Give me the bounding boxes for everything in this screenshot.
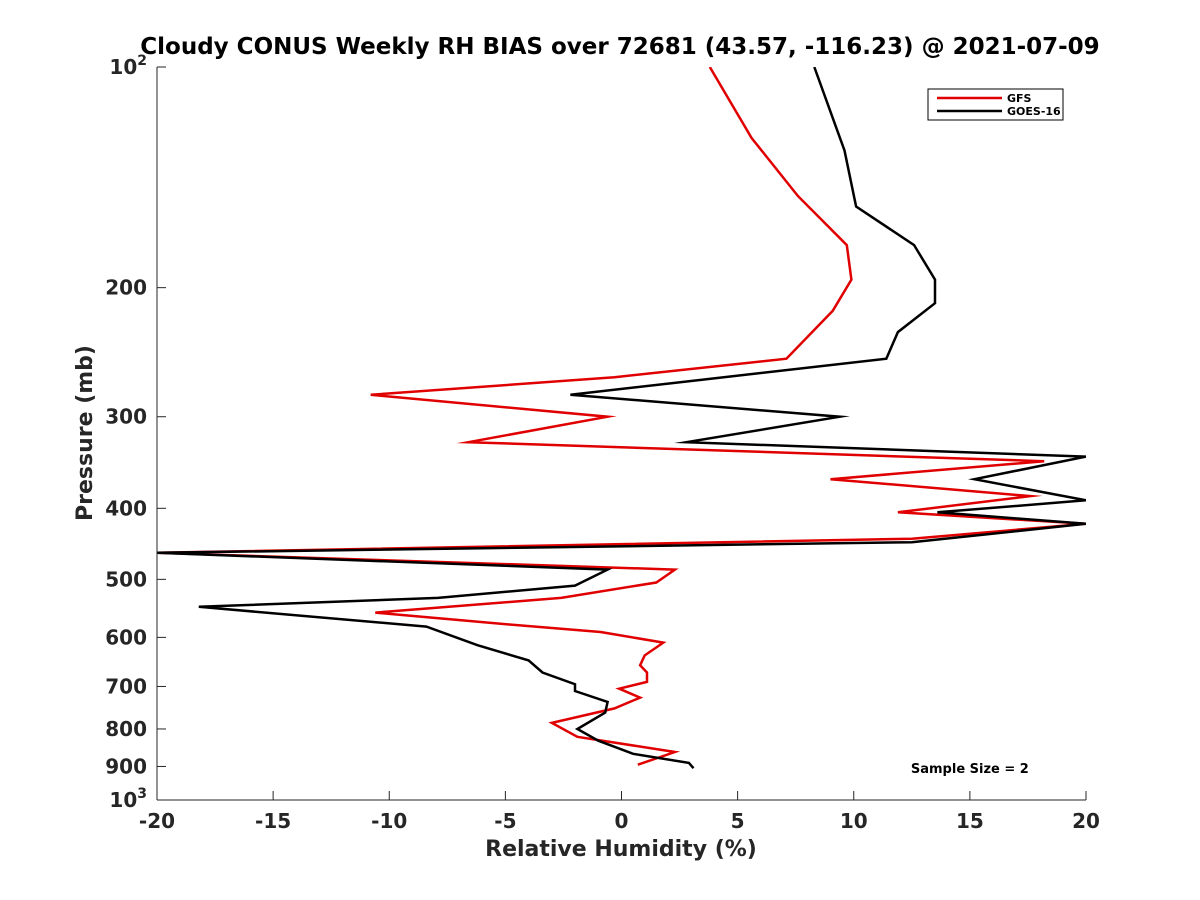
- y-tick-label: 300: [105, 405, 147, 429]
- y-tick-label: 400: [105, 496, 147, 520]
- x-tick-label: 10: [840, 809, 868, 833]
- series-line-goes16: [157, 67, 1086, 770]
- series-line-gfs: [157, 67, 1086, 766]
- legend: GFS GOES-16: [927, 88, 1064, 121]
- y-tick-base: 10: [109, 55, 137, 79]
- y-tick-label: 103: [109, 786, 147, 812]
- x-axis-title: Relative Humidity (%): [485, 837, 757, 862]
- y-tick-label: 102: [109, 53, 147, 79]
- x-tick-label: -10: [371, 809, 407, 833]
- x-tick-label: -5: [494, 809, 516, 833]
- legend-box: [927, 88, 1064, 121]
- y-tick-label: 600: [105, 625, 147, 649]
- series-layer: [157, 67, 1086, 770]
- y-tick-label: 200: [105, 276, 147, 300]
- y-tick-label: 800: [105, 717, 147, 741]
- legend-label-gfs: GFS: [1007, 92, 1032, 105]
- y-axis-title: Pressure (mb): [73, 345, 98, 521]
- plot-background: [157, 67, 1086, 800]
- x-axis-ticks: -20 -15 -10 -5 0 5 10 15 20: [139, 791, 1100, 833]
- y-tick-label: 900: [105, 754, 147, 778]
- y-tick-label: 700: [105, 674, 147, 698]
- y-tick-exponent: 2: [137, 53, 147, 69]
- x-tick-label: -20: [139, 809, 175, 833]
- y-tick-base: 10: [109, 788, 137, 812]
- chart-title: Cloudy CONUS Weekly RH BIAS over 72681 (…: [140, 34, 1099, 60]
- sample-size-annotation: Sample Size = 2: [911, 762, 1029, 777]
- x-tick-label: 15: [956, 809, 984, 833]
- x-tick-label: -15: [255, 809, 291, 833]
- x-tick-label: 5: [731, 809, 745, 833]
- y-tick-label: 500: [105, 567, 147, 591]
- x-tick-label: 20: [1072, 809, 1100, 833]
- legend-label-goes16: GOES-16: [1007, 105, 1061, 118]
- y-tick-exponent: 3: [137, 786, 147, 802]
- x-tick-label: 0: [615, 809, 629, 833]
